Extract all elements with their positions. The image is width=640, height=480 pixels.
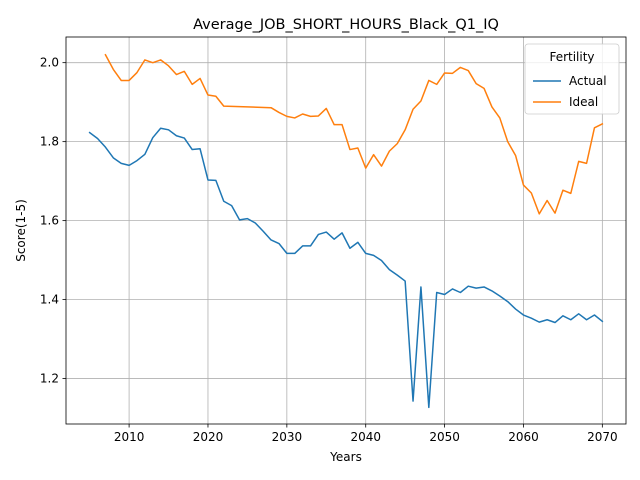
grid — [66, 37, 626, 424]
x-tick-label: 2040 — [350, 430, 381, 444]
y-tick-label: 1.8 — [40, 135, 59, 149]
x-tick-label: 2010 — [114, 430, 145, 444]
x-tick-label: 2020 — [193, 430, 224, 444]
legend: Fertility Actual Ideal — [524, 43, 620, 115]
ticks: 2010 2020 2030 2040 2050 2060 2070 1.2 1.4 1.6 1.8… — [40, 56, 618, 444]
x-tick-label: 2050 — [429, 430, 460, 444]
y-tick-label: 1.2 — [40, 372, 59, 386]
y-tick-label: 2.0 — [40, 56, 59, 70]
x-tick-label: 2030 — [272, 430, 303, 444]
y-axis-label: Score(1-5) — [14, 199, 28, 262]
plot-frame — [65, 36, 627, 425]
y-tick-label: 1.4 — [40, 293, 59, 307]
legend-label-ideal: Ideal — [569, 95, 598, 109]
series-lines — [88, 53, 604, 409]
chart-title: Average_JOB_SHORT_HOURS_Black_Q1_IQ — [193, 17, 499, 33]
y-tick-label: 1.6 — [40, 214, 59, 228]
x-axis-label: Years — [329, 450, 362, 464]
legend-title: Fertility — [549, 50, 594, 64]
x-tick-label: 2070 — [587, 430, 618, 444]
x-tick-label: 2060 — [508, 430, 539, 444]
legend-box — [524, 43, 620, 115]
series-line-ideal — [104, 53, 604, 215]
series-line-actual — [88, 127, 604, 409]
legend-label-actual: Actual — [569, 74, 607, 88]
